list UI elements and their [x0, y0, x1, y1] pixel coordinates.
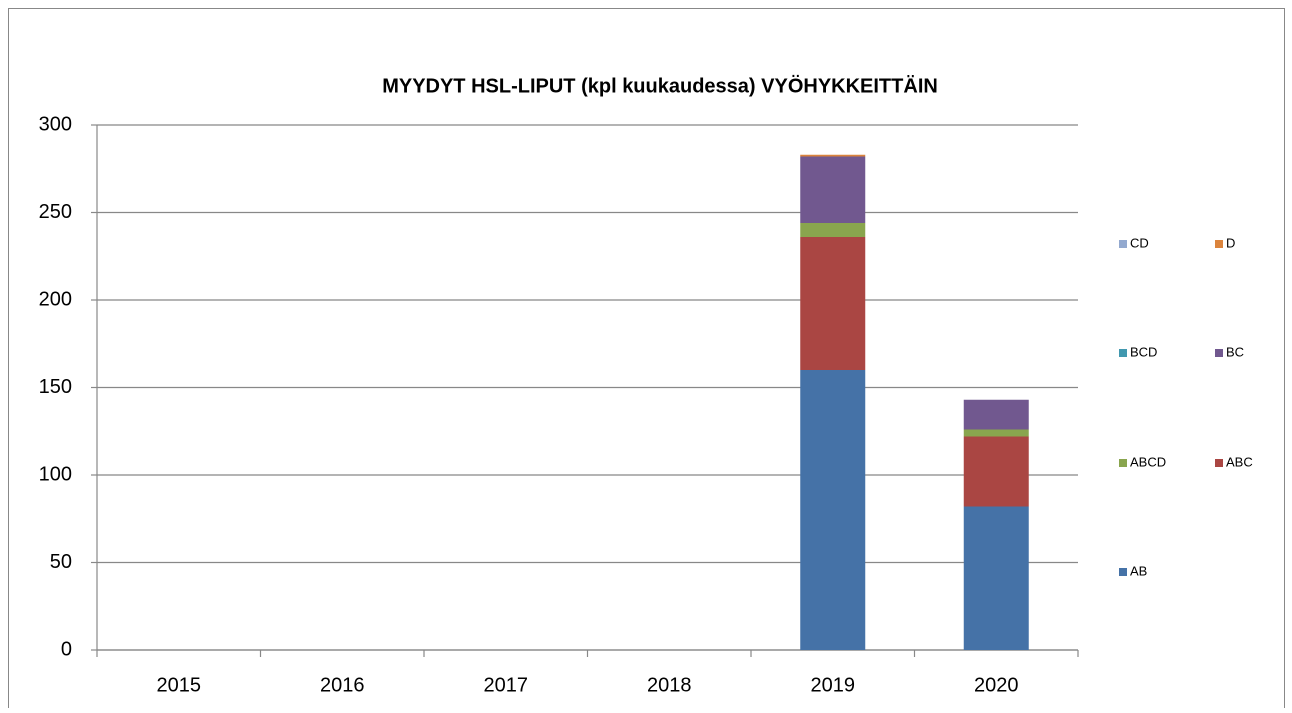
bar-segment [800, 156, 866, 223]
y-tick-label: 150 [39, 376, 72, 398]
x-tick-label: 2020 [974, 674, 1019, 696]
legend-label: BC [1226, 344, 1244, 359]
bar-segment [800, 370, 866, 650]
y-tick-label: 300 [39, 113, 72, 135]
bar-segment [963, 399, 1029, 430]
y-tick-label: 200 [39, 288, 72, 310]
legend-swatch [1119, 349, 1127, 357]
legend-swatch [1119, 459, 1127, 467]
legend-label: ABCD [1130, 454, 1166, 469]
legend-swatch [1215, 459, 1223, 467]
x-tick-label: 2015 [157, 674, 202, 696]
x-tick-label: 2018 [647, 674, 692, 696]
bar-segment [963, 436, 1029, 507]
y-tick-label: 50 [50, 551, 72, 573]
legend-label: CD [1130, 235, 1149, 250]
y-tick-label: 0 [61, 638, 72, 660]
legend-label: D [1226, 235, 1235, 250]
bar-segment [800, 154, 866, 157]
bar-segment [963, 429, 1029, 437]
y-tick-label: 250 [39, 201, 72, 223]
legend-swatch [1119, 568, 1127, 576]
legend-swatch [1119, 240, 1127, 248]
legend-label: AB [1130, 563, 1147, 578]
legend-label: BCD [1130, 344, 1157, 359]
legend-swatch [1215, 349, 1223, 357]
bar-segment [800, 223, 866, 237]
legend-swatch [1215, 240, 1223, 248]
x-tick-label: 2017 [484, 674, 529, 696]
bar-segment [800, 237, 866, 370]
chart-border [8, 8, 1285, 713]
legend-label: ABC [1226, 454, 1253, 469]
y-tick-label: 100 [39, 463, 72, 485]
x-tick-label: 2019 [811, 674, 856, 696]
bar-segment [963, 506, 1029, 650]
chart-title: MYYDYT HSL-LIPUT (kpl kuukaudessa) VYÖHY… [382, 74, 938, 97]
x-tick-label: 2016 [320, 674, 365, 696]
